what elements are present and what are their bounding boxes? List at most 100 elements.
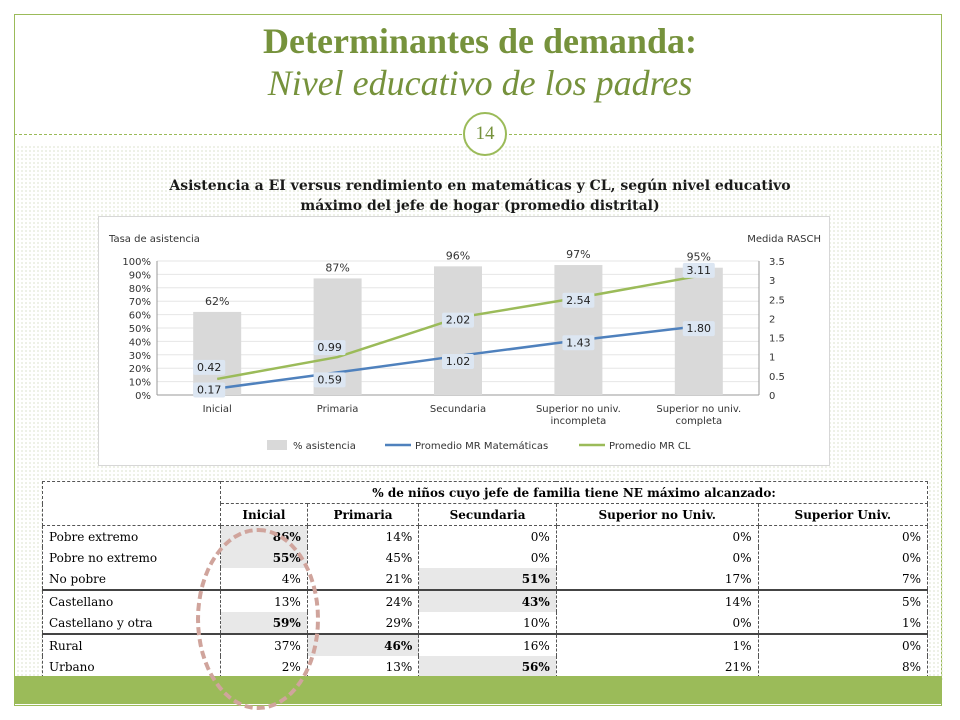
right-tick-label: 3 <box>769 276 775 287</box>
table-cell: 21% <box>306 568 420 590</box>
table-cell: 13% <box>306 656 420 678</box>
chart-caption: Asistencia a EI versus rendimiento en ma… <box>169 178 791 214</box>
category-label: Primaria <box>317 404 359 415</box>
row-label: Urbano <box>42 656 221 678</box>
math-value-label: 1.80 <box>687 322 712 335</box>
math-value-label: 0.59 <box>317 373 342 386</box>
left-tick-label: 30% <box>129 351 151 362</box>
table-body: Pobre extremo 86% 14% 0% 0% 0% Pobre no extrem… <box>42 525 929 678</box>
table-cell: 59% <box>220 612 308 634</box>
table-cell: 45% <box>306 547 420 568</box>
right-tick-label: 0.5 <box>769 372 785 383</box>
bar-value-label: 97% <box>566 248 590 261</box>
math-value-label-box <box>562 335 595 351</box>
left-tick-label: 90% <box>129 270 151 281</box>
table-row: Pobre extremo 86% 14% 0% 0% 0% <box>42 525 929 547</box>
table-cell: 14% <box>306 525 420 547</box>
table-cell: 2% <box>220 656 308 678</box>
table-cell: 10% <box>418 612 557 634</box>
table-cell: 0% <box>757 633 929 656</box>
left-tick-label: 100% <box>122 257 151 268</box>
table-cell: 5% <box>757 589 929 612</box>
cl-value-label: 0.42 <box>197 361 222 374</box>
table-cell: 1% <box>757 612 929 634</box>
table-cell: 56% <box>418 656 557 678</box>
category-label: Superior no univ. <box>656 404 741 415</box>
column-header: Superior no Univ. <box>555 503 759 526</box>
left-tick-label: 20% <box>129 364 151 375</box>
left-tick-label: 0% <box>135 391 151 402</box>
math-value-label-box <box>313 372 346 388</box>
distribution-table: % de niños cuyo jefe de familia tiene NE… <box>42 481 929 678</box>
table-row: Pobre no extremo 55% 45% 0% 0% 0% <box>42 547 929 568</box>
right-tick-label: 0 <box>769 391 775 402</box>
table-cell: 0% <box>418 547 557 568</box>
table-row: Rural 37% 46% 16% 1% 0% <box>42 633 929 656</box>
math-value-label: 1.02 <box>446 355 471 368</box>
left-axis-title: Tasa de asistencia <box>108 234 200 245</box>
row-label: Castellano y otra <box>42 612 221 634</box>
cl-value-label-box <box>313 340 346 356</box>
slide-title: Determinantes de demanda: <box>263 21 697 61</box>
page-number: 14 <box>463 112 507 156</box>
bar-value-label: 96% <box>446 249 470 262</box>
table-cell: 14% <box>555 589 759 612</box>
column-header: Superior Univ. <box>757 503 929 526</box>
attendance-bar <box>434 266 482 395</box>
table-cell: 0% <box>555 547 759 568</box>
row-label: Pobre no extremo <box>42 547 221 568</box>
bar-value-label: 87% <box>325 261 349 274</box>
left-tick-label: 50% <box>129 324 151 335</box>
math-value-label: 0.17 <box>197 383 222 396</box>
legend-swatch-bar <box>267 440 287 450</box>
table-cell: 4% <box>220 568 308 590</box>
table-cell: 86% <box>220 525 308 547</box>
row-label: No pobre <box>42 568 221 590</box>
math-value-label-box <box>193 382 226 398</box>
category-label: Superior no univ. <box>536 404 621 415</box>
row-label: Rural <box>42 633 221 656</box>
legend-label: Promedio MR CL <box>609 441 691 452</box>
table-cell: 0% <box>757 547 929 568</box>
row-label: Castellano <box>42 589 221 612</box>
table-cell: 37% <box>220 633 308 656</box>
cl-value-label-box <box>442 312 474 328</box>
column-header: Secundaria <box>418 503 557 526</box>
table-corner <box>42 481 221 526</box>
table-cell: 46% <box>306 633 420 656</box>
table-cell: 0% <box>418 525 557 547</box>
right-tick-label: 1.5 <box>769 334 785 345</box>
table-cell: 7% <box>757 568 929 590</box>
legend-label: Promedio MR Matemáticas <box>415 440 548 452</box>
math-value-label-box <box>682 321 715 337</box>
attendance-bar <box>554 265 603 395</box>
footer-accent-bar <box>15 676 942 704</box>
right-axis-title: Medida RASCH <box>747 234 821 245</box>
chart-container: Tasa de asistencia Medida RASCH 0% 10% 20% 30… <box>98 216 830 466</box>
table-group-header: % de niños cuyo jefe de familia tiene NE… <box>220 481 928 504</box>
right-tick-label: 1 <box>769 353 775 364</box>
category-label: completa <box>675 416 722 427</box>
attendance-rasch-chart: Tasa de asistencia Medida RASCH0%10%20%30… <box>108 234 821 452</box>
table-cell: 8% <box>757 656 929 678</box>
table-cell: 17% <box>555 568 759 590</box>
cl-value-label: 3.11 <box>687 264 712 277</box>
cl-value-label: 2.02 <box>446 314 471 327</box>
column-header: Primaria <box>306 503 420 526</box>
table-cell: 24% <box>306 589 420 612</box>
attendance-bar <box>193 311 242 395</box>
table-row: No pobre 4% 21% 51% 17% 7% <box>42 568 929 590</box>
legend-label: % asistencia <box>293 441 356 452</box>
table-cell: 0% <box>555 612 759 634</box>
column-header: Inicial <box>220 503 308 526</box>
table-cell: 0% <box>555 525 759 547</box>
cl-value-label-box <box>682 262 715 278</box>
right-tick-label: 2 <box>769 314 775 325</box>
bar-value-label: 95% <box>687 251 711 264</box>
table-column-headers: Inicial Primaria Secundaria Superior no Uni… <box>43 503 929 526</box>
category-label: Inicial <box>203 404 232 415</box>
left-tick-label: 40% <box>129 337 151 348</box>
cl-value-label: 2.54 <box>566 294 591 307</box>
left-tick-label: 60% <box>129 311 151 322</box>
table-cell: 55% <box>220 547 308 568</box>
